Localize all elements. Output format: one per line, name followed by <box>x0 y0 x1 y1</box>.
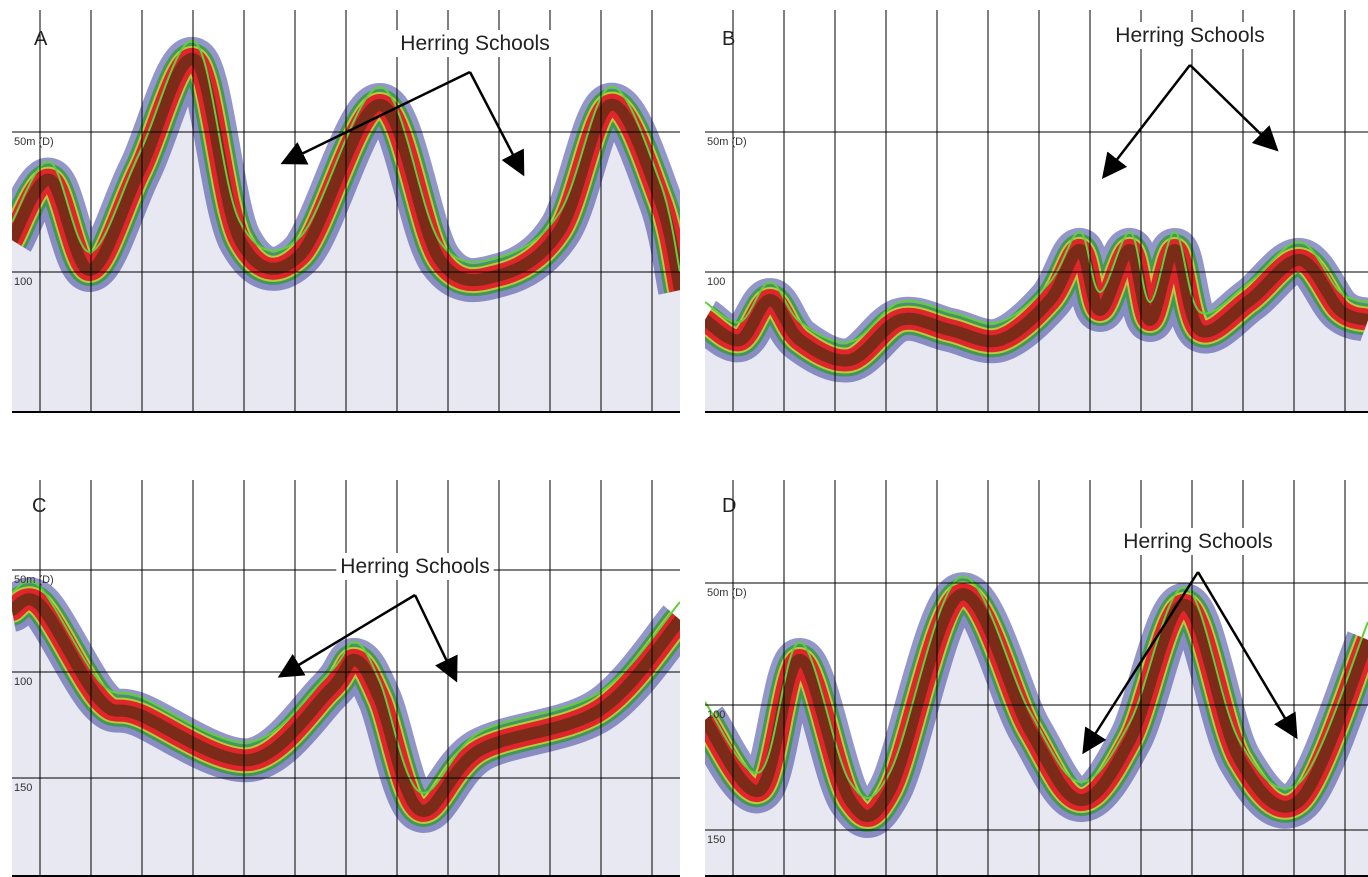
depth-label: 100 <box>14 676 32 688</box>
depth-label: 100 <box>707 709 725 721</box>
annotation-bg <box>1119 528 1277 555</box>
echogram-panel <box>12 10 680 413</box>
bottom-line <box>705 575 1368 799</box>
depth-label: 50m (D) <box>707 136 747 148</box>
arrow <box>277 593 416 678</box>
depth-label: 100 <box>707 276 725 288</box>
arrow <box>1196 571 1298 740</box>
annotation-bg <box>336 553 494 580</box>
arrow <box>413 594 458 683</box>
annotation-bg <box>396 30 554 57</box>
arrow <box>1082 571 1200 755</box>
echo-band <box>12 593 680 817</box>
panel-label: B <box>722 28 735 50</box>
echo-band <box>705 588 1368 822</box>
bottom-line <box>705 230 1368 344</box>
depth-label: 100 <box>14 276 32 288</box>
depth-label: 150 <box>707 834 725 846</box>
annotation-bg <box>1111 22 1269 49</box>
echo-band <box>705 243 1368 367</box>
annotation: Herring Schools <box>1115 24 1264 47</box>
echogram-panel <box>705 10 1368 413</box>
echogram-panel <box>705 480 1368 877</box>
bottom-line <box>12 580 680 794</box>
depth-label: 150 <box>14 782 32 794</box>
depth-label: 50m (D) <box>707 587 747 599</box>
arrow <box>280 70 471 165</box>
arrow <box>1189 64 1279 152</box>
annotation: Herring Schools <box>1123 530 1272 553</box>
arrow <box>1101 64 1191 179</box>
arrow <box>468 71 525 177</box>
echogram-panel <box>12 480 680 877</box>
panel-label: C <box>32 495 46 517</box>
panel-label: A <box>34 28 48 50</box>
panel-label: D <box>722 495 736 517</box>
depth-label: 50m (D) <box>14 136 54 148</box>
depth-label: 50m (D) <box>14 574 54 586</box>
annotation: Herring Schools <box>340 555 489 578</box>
annotation: Herring Schools <box>400 32 549 55</box>
